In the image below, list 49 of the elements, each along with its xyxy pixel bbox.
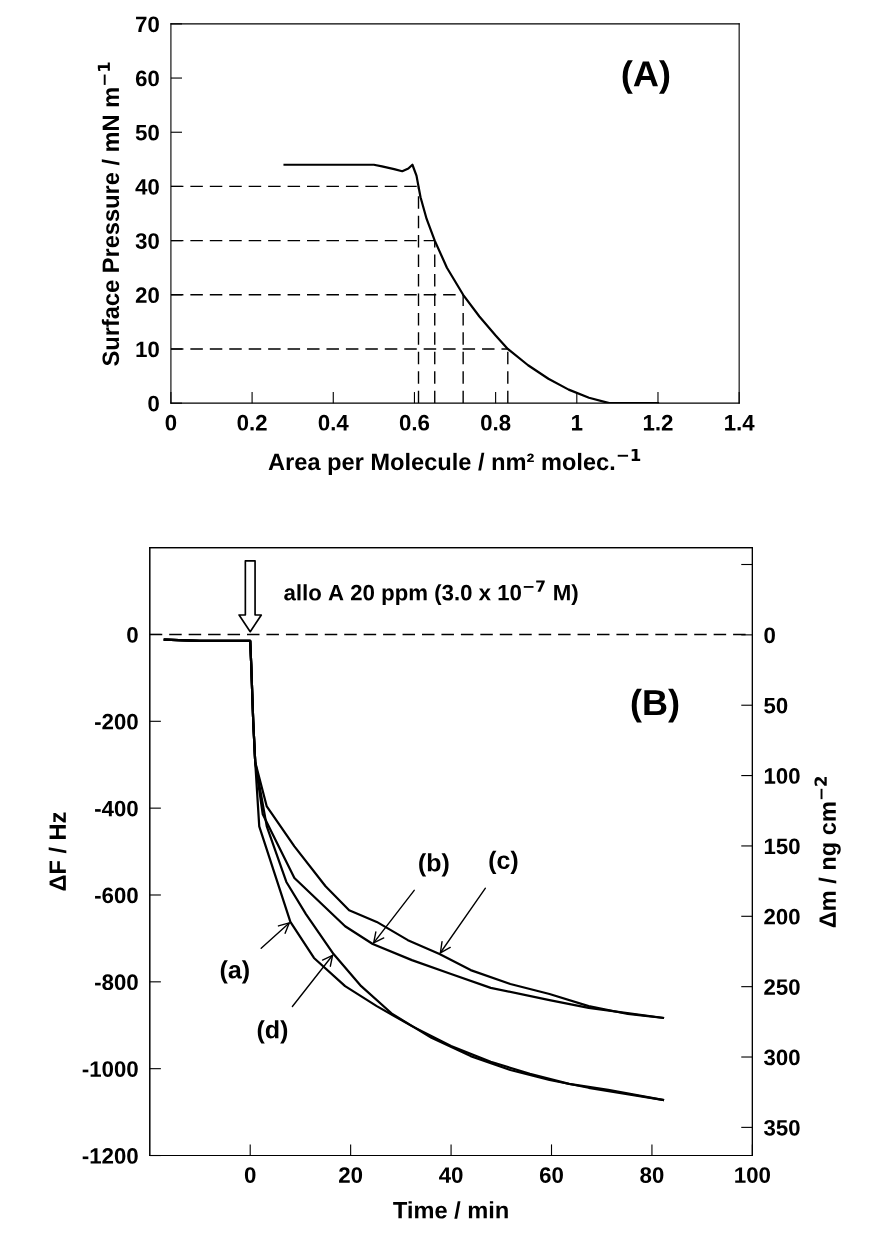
y2-tick-label: 100: [764, 768, 800, 784]
y-axis-title: ΔF / Hz: [48, 812, 67, 891]
y-tick-label: 50: [135, 124, 159, 141]
y2-tick-label: 0: [764, 627, 775, 644]
y-tick-label: 10: [136, 341, 159, 358]
y-tick-label: 0: [148, 395, 159, 412]
y2-tick-label: 150: [764, 838, 800, 855]
y-tick-label: -600: [95, 887, 138, 904]
y-tick-label: 40: [135, 178, 159, 195]
x-tick-label: 80: [640, 1167, 664, 1183]
y-tick-label: 70: [136, 16, 159, 33]
annotation: (b): [419, 853, 449, 877]
y-tick-label: -1200: [82, 1148, 138, 1164]
x-tick-label: 1.4: [725, 415, 755, 431]
y-tick-label: 60: [135, 70, 159, 87]
y-axis-title: Surface Pressure / mN m$^{−1}$: [97, 62, 120, 366]
annotation: allo A 20 ppm (3.0 x 10$^{−7}$ M): [284, 580, 578, 605]
x-tick-label: 1.2: [643, 414, 673, 431]
x-tick-label: 1: [572, 415, 583, 431]
x-tick-label: 100: [735, 1167, 770, 1183]
y-tick-label: 0: [127, 626, 138, 643]
annotation: (d): [257, 1020, 288, 1044]
x-tick-label: 0: [165, 414, 177, 431]
x-tick-label: 0.4: [318, 414, 349, 431]
y-tick-label: -200: [95, 713, 138, 730]
y2-tick-label: 250: [764, 979, 800, 995]
y2-axis-title: Δm / ng cm$^{−2}$: [814, 776, 841, 928]
x-tick-label: 0.6: [399, 414, 430, 431]
x-tick-label: 20: [339, 1167, 363, 1183]
annotation: (c): [489, 850, 518, 875]
y2-tick-label: 300: [764, 1049, 800, 1066]
y-tick-label: -800: [95, 974, 138, 991]
x-tick-label: 0.8: [481, 414, 511, 431]
x-tick-label: 40: [439, 1167, 463, 1183]
y-tick-label: -1000: [82, 1061, 138, 1077]
y-tick-label: -400: [95, 800, 138, 817]
annotation: (a): [220, 960, 249, 984]
x-tick-label: 0.2: [237, 414, 267, 431]
y2-tick-label: 200: [764, 908, 800, 925]
y-tick-label: 20: [135, 287, 159, 304]
x-axis-title: Area per Molecule / nm² molec.$^{−1}$: [268, 448, 641, 475]
x-axis-title: Time / min: [393, 1201, 508, 1219]
y-tick-label: 30: [135, 233, 159, 249]
x-tick-label: 0: [244, 1167, 256, 1183]
y2-tick-label: 350: [764, 1119, 800, 1136]
annotation: (A): [622, 60, 670, 94]
annotation: (B): [631, 688, 679, 723]
x-tick-label: 60: [539, 1167, 563, 1183]
y2-tick-label: 50: [764, 697, 788, 714]
